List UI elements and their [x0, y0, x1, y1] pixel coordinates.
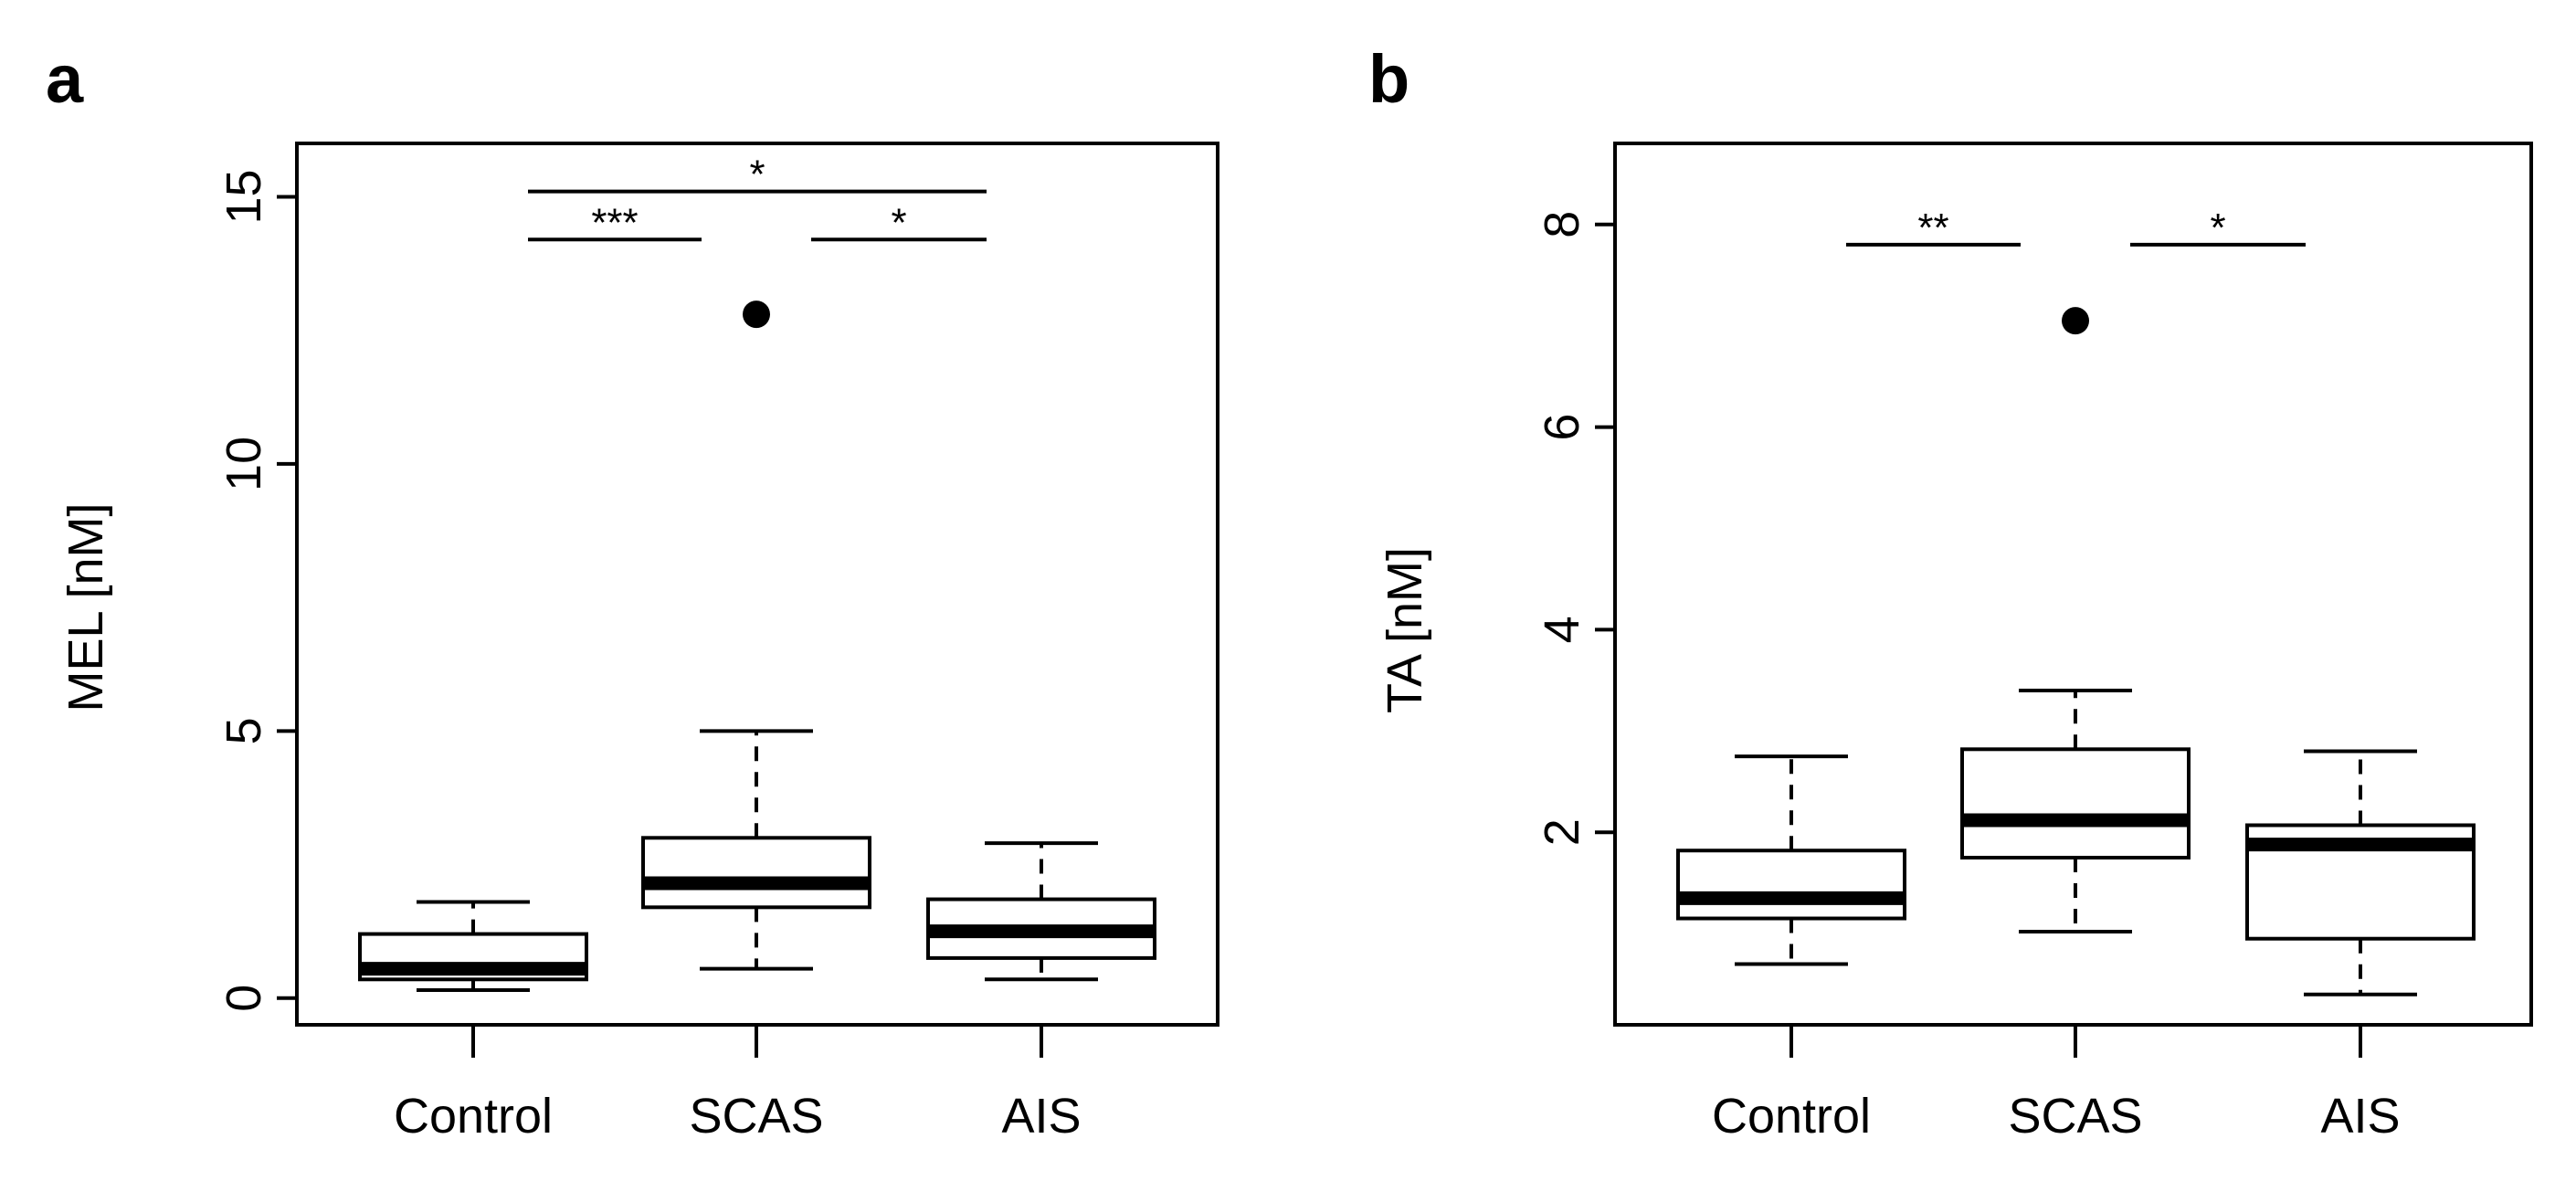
significance-label: *: [749, 153, 765, 197]
significance-label: *: [891, 200, 906, 245]
panel-a-y-axis: 0 5 10 15: [216, 169, 297, 1012]
panel-a-ylabel: MEL [nM]: [58, 502, 113, 712]
y-tick-label: 0: [216, 985, 271, 1012]
significance-bar: ***: [528, 200, 702, 245]
iqr-box: [1676, 849, 1906, 921]
y-tick-label: 6: [1535, 414, 1589, 441]
iqr-box: [1960, 747, 2191, 859]
panel-b-plot-frame: [1613, 142, 2533, 1027]
panel-b-letter: b: [1368, 41, 1409, 117]
panel-b-significance: ** *: [1846, 206, 2306, 250]
panel-b-x-axis: Control SCAS AIS: [1712, 1025, 2401, 1144]
significance-bar: *: [811, 200, 987, 245]
category-label: SCAS: [2008, 1089, 2142, 1144]
panel-a-significance: **** *: [528, 153, 987, 245]
box-control: [1676, 754, 1906, 966]
panel-a-letter: a: [46, 41, 84, 117]
category-label: AIS: [2320, 1089, 2400, 1144]
y-tick-label: 5: [216, 717, 271, 744]
box-scas: [1960, 307, 2191, 933]
panel-b-boxes: [1676, 307, 2476, 996]
category-label: SCAS: [689, 1089, 823, 1144]
box-scas: [641, 301, 871, 971]
outlier-point: [743, 301, 770, 329]
outlier-point: [2062, 307, 2089, 335]
y-tick-label: 2: [1535, 818, 1589, 846]
significance-bar: *: [2130, 206, 2306, 250]
box-ais: [2245, 749, 2476, 996]
panel-a-x-axis: Control SCAS AIS: [394, 1025, 1082, 1144]
category-label: Control: [394, 1089, 553, 1144]
iqr-box: [641, 836, 871, 910]
y-tick-label: 8: [1535, 211, 1589, 238]
significance-bar: **: [1846, 206, 2021, 250]
box-control: [358, 900, 588, 992]
significance-label: *: [2210, 206, 2225, 250]
category-label: Control: [1712, 1089, 1871, 1144]
panel-b-ylabel: TA [nM]: [1378, 547, 1432, 713]
box-ais: [926, 841, 1156, 982]
panel-a-boxes: [358, 301, 1156, 992]
significance-label: **: [1917, 206, 1948, 250]
panel-b-y-axis: 2 4 6 8: [1535, 211, 1615, 846]
y-tick-label: 15: [216, 169, 271, 224]
category-label: AIS: [1001, 1089, 1081, 1144]
y-tick-label: 10: [216, 437, 271, 491]
significance-bar: *: [528, 153, 987, 197]
significance-label: ***: [591, 200, 638, 245]
y-tick-label: 4: [1535, 616, 1589, 643]
